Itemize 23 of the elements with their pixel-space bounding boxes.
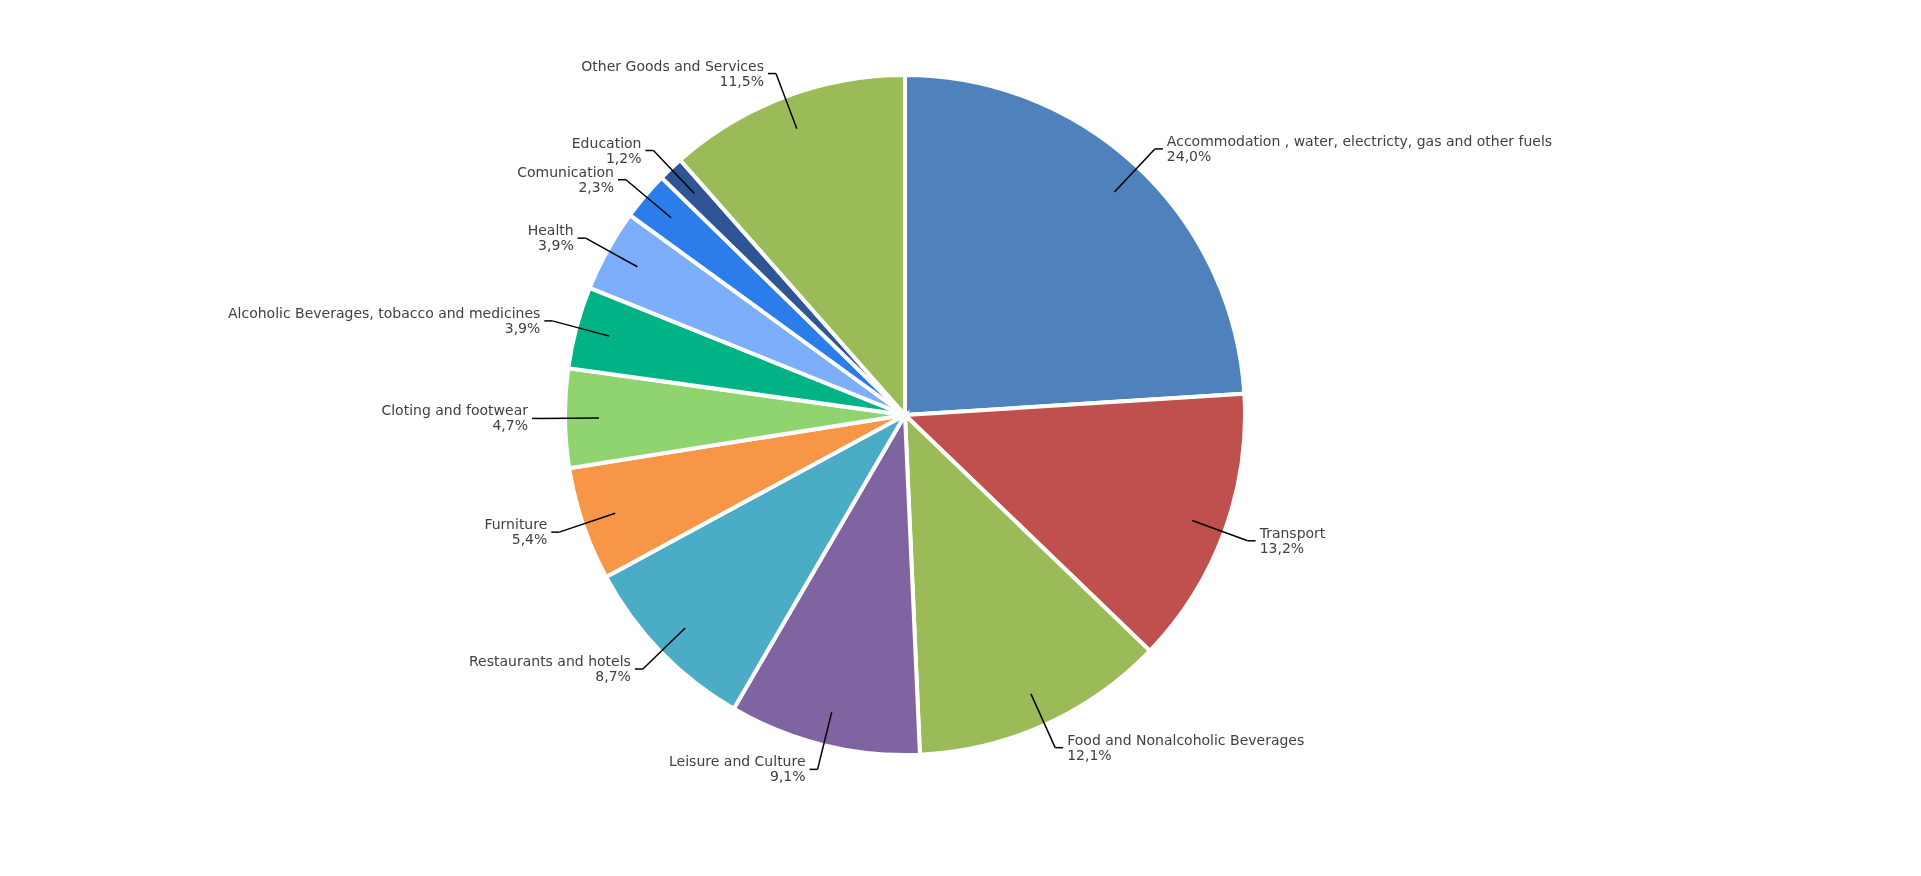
slice-label: Restaurants and hotels (468, 653, 631, 670)
slice-label: Health (527, 222, 574, 239)
slice-label: Comunication (517, 163, 614, 180)
slice-label: Other Goods and Services (581, 57, 764, 74)
slice-label: Accommodation , water, electricty, gas and other fuels (1166, 132, 1553, 149)
slice-label: Leisure and Culture (669, 753, 806, 770)
data-label: 2,3% (578, 178, 614, 195)
slice-label: Food and Nonalcoholic Beverages (1067, 731, 1305, 748)
slice-label: Education (571, 134, 642, 151)
data-label: 4,7% (492, 417, 529, 434)
data-label: 1,2% (605, 149, 642, 166)
data-label: 5,4% (511, 531, 548, 548)
data-label: 3,9% (538, 237, 574, 254)
slice-label: Furniture (484, 516, 548, 533)
data-label: 9,1% (769, 768, 806, 785)
data-label: 12,1% (1067, 746, 1112, 763)
data-label: 8,7% (595, 668, 631, 685)
slice-label: Alcoholic Beverages, tobacco and medicines (227, 304, 541, 321)
data-label: 11,5% (719, 72, 764, 89)
slice-label: Cloting and footwear (381, 402, 529, 419)
data-label: 3,9% (504, 319, 541, 336)
slice-label: Transport (1258, 524, 1326, 541)
data-label: 24,0% (1166, 147, 1212, 164)
